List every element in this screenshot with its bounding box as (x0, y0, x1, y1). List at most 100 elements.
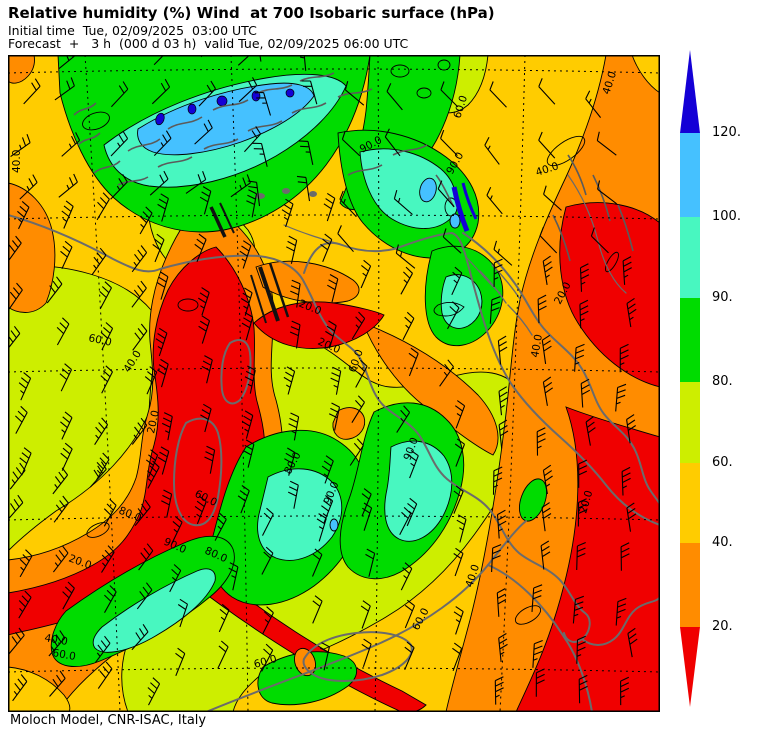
wind-barb (198, 287, 210, 316)
wind-barb (498, 386, 509, 416)
wind-barb (626, 414, 637, 444)
wind-barb (454, 438, 466, 467)
wind-barb (46, 276, 63, 304)
wind-barb (110, 174, 128, 200)
wind-barb (18, 372, 32, 401)
wind-barb (252, 142, 268, 167)
wind-barb (296, 175, 311, 202)
wind-barb (147, 460, 160, 489)
wind-barb (144, 366, 158, 395)
graticule-parallel (8, 68, 660, 74)
wind-barb (131, 417, 148, 445)
wind-barb (54, 77, 75, 101)
wind-barb (259, 55, 262, 62)
terrain-relief-marks (73, 72, 634, 324)
wind-barb (590, 227, 609, 254)
wind-barb (496, 588, 507, 617)
wind-barb (169, 564, 182, 593)
wind-barb (349, 438, 364, 466)
wind-barb (243, 439, 255, 468)
wind-barb (341, 130, 361, 157)
wind-barb (452, 642, 463, 671)
wind-barb (325, 320, 337, 349)
wind-barb (204, 445, 216, 474)
wind-barb (404, 641, 415, 671)
wind-barb (145, 449, 159, 478)
wind-barb (198, 315, 211, 344)
wind-barb (95, 635, 111, 663)
wind-barb (134, 499, 151, 527)
wind-barb (311, 548, 323, 577)
wind-barb (572, 595, 584, 624)
wind-barb (131, 624, 149, 651)
colorbar-arrow-bottom (680, 627, 700, 707)
wind-barb (61, 132, 81, 157)
wind-barb (408, 347, 419, 377)
wind-barb (237, 55, 251, 66)
wind-barb (89, 461, 107, 488)
wind-barb (19, 447, 32, 476)
wind-barb (104, 585, 117, 613)
contour-label: 40.0 (43, 632, 68, 648)
wind-barb (262, 507, 274, 536)
colorbar-segment (680, 382, 700, 463)
wind-barb (400, 562, 413, 591)
wind-barb (406, 497, 418, 527)
wind-barb (627, 627, 638, 658)
wind-barb (320, 233, 333, 263)
wind-barb (396, 405, 411, 433)
wind-barb (498, 633, 508, 663)
wind-barb (576, 635, 586, 664)
wind-barb (360, 259, 372, 289)
wind-barb (323, 192, 336, 222)
wind-barb (246, 189, 258, 218)
wind-barb (537, 294, 547, 324)
wind-barb (312, 595, 323, 624)
wind-barb (240, 287, 253, 316)
wind-barb (290, 279, 301, 308)
wind-barb (447, 301, 460, 330)
humidity-colorbar (679, 48, 701, 710)
wind-barb (48, 630, 66, 657)
graticule-parallel (8, 367, 660, 373)
colorbar-canvas (680, 50, 700, 707)
wind-barb (486, 186, 503, 215)
wind-barb (9, 462, 26, 490)
wind-barb (585, 90, 602, 118)
wind-barb (281, 198, 294, 228)
wind-barb (539, 227, 558, 254)
wind-barb (492, 466, 503, 495)
wind-barb (532, 639, 543, 668)
wind-barb (254, 91, 272, 116)
wind-barb (404, 599, 416, 629)
wind-barb (132, 323, 148, 351)
wind-barb (152, 233, 165, 263)
wind-barb (579, 263, 590, 292)
wind-barb (453, 606, 464, 635)
wind-barb (491, 544, 502, 573)
wind-barb (131, 245, 148, 273)
wind-barb (365, 548, 376, 577)
wind-barb (351, 395, 365, 423)
wind-barb (198, 80, 216, 107)
wind-barb (344, 81, 365, 106)
wind-barb (386, 83, 403, 111)
wind-barb (194, 233, 207, 263)
wind-barb (284, 447, 296, 476)
wind-barb (157, 193, 169, 222)
wind-barb (454, 400, 466, 429)
wind-barb (330, 366, 342, 395)
colorbar-tick-label: 60. (712, 455, 733, 470)
wind-barb (301, 80, 318, 105)
wind-barb (493, 258, 503, 287)
wind-barb (8, 282, 23, 311)
wind-barb (337, 225, 354, 253)
wind-barb (360, 600, 371, 629)
wind-barb (395, 244, 416, 269)
wind-barb (626, 297, 637, 328)
wind-barb (19, 174, 38, 200)
wind-barb (52, 467, 69, 495)
wind-barb (8, 325, 21, 350)
map-frame (8, 55, 660, 712)
wind-barb (52, 545, 69, 573)
